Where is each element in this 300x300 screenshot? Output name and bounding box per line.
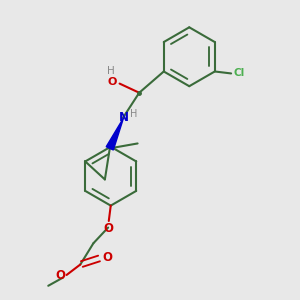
Text: O: O <box>103 251 112 264</box>
Text: Cl: Cl <box>233 68 245 78</box>
Text: O: O <box>108 77 117 87</box>
Text: N: N <box>118 111 128 124</box>
Polygon shape <box>106 118 124 150</box>
Text: O: O <box>103 222 113 235</box>
Text: H: H <box>130 109 137 119</box>
Text: H: H <box>107 66 115 76</box>
Text: O: O <box>55 269 65 283</box>
